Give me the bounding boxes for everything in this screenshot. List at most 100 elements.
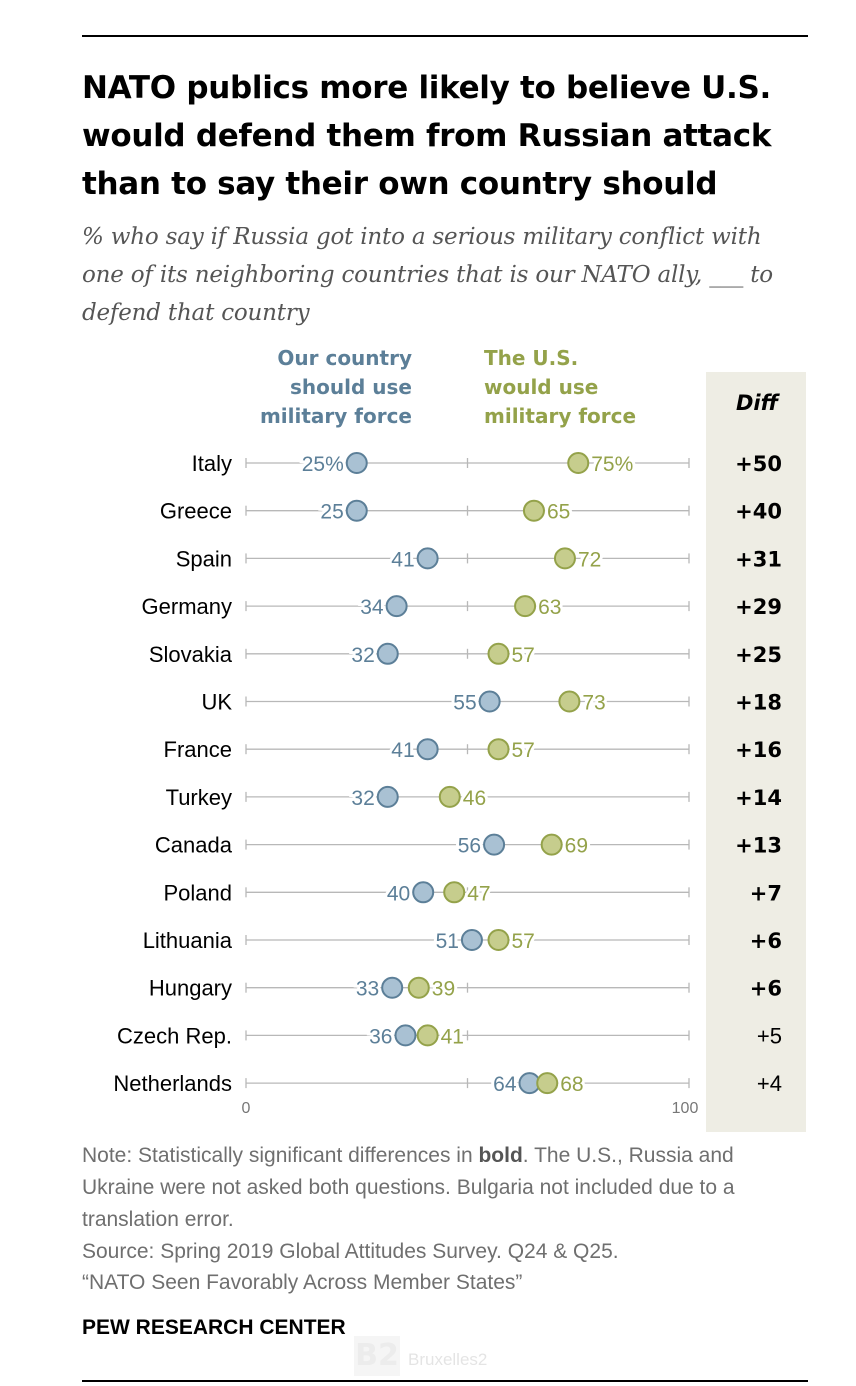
bottom-rule xyxy=(82,1380,808,1382)
diff-value: +6 xyxy=(750,929,782,953)
diff-value: +18 xyxy=(735,691,782,715)
us-dot xyxy=(558,690,581,713)
own-country-value-label: 41 xyxy=(391,739,414,762)
own-country-dot xyxy=(460,929,483,951)
country-label: Lithuania xyxy=(143,928,233,953)
own-country-value-label: 32 xyxy=(351,644,374,667)
us-dot xyxy=(487,642,510,665)
us-value-label: 57 xyxy=(512,644,535,667)
own-country-value-label: 64 xyxy=(493,1073,517,1096)
chart-source: Source: Spring 2019 Global Attitudes Sur… xyxy=(82,1240,619,1263)
diff-value: +14 xyxy=(735,786,782,810)
dot-plot: Diff Our country should use military force T… xyxy=(113,346,806,1132)
legend-own-country-line: Our country xyxy=(277,346,412,370)
country-label: Germany xyxy=(142,594,232,619)
us-value-label: 68 xyxy=(560,1073,583,1096)
country-label: Czech Rep. xyxy=(117,1023,232,1048)
own-country-value-label: 41 xyxy=(391,548,414,571)
us-value-label: 75% xyxy=(591,453,633,476)
legend-us-line: military force xyxy=(484,404,636,428)
own-country-value-label: 55 xyxy=(453,692,476,715)
own-country-dot xyxy=(416,738,439,761)
diff-value: +29 xyxy=(735,595,782,619)
own-country-value-label: 34 xyxy=(360,596,384,619)
own-country-dot xyxy=(394,1024,417,1047)
country-label: Turkey xyxy=(166,785,232,810)
x-tick-label-0: 0 xyxy=(242,1100,251,1117)
note-text: Note: Statistically significant differen… xyxy=(82,1144,479,1167)
legend-us-line: The U.S. xyxy=(484,346,578,370)
us-dot xyxy=(536,1072,559,1095)
us-dot xyxy=(522,499,545,522)
diff-value: +13 xyxy=(735,834,782,858)
us-value-label: 73 xyxy=(582,692,605,715)
own-country-dot xyxy=(381,976,404,999)
us-value-label: 69 xyxy=(565,835,588,858)
us-value-label: 41 xyxy=(441,1025,464,1048)
watermark-logo: B2 Bruxelles2 xyxy=(350,1334,508,1380)
own-country-value-label: 51 xyxy=(436,930,459,953)
us-dot xyxy=(416,1024,439,1047)
diff-value: +7 xyxy=(750,881,782,905)
own-country-value-label: 32 xyxy=(351,787,374,810)
legend-own-country-line: should use xyxy=(290,375,412,399)
diff-value: +6 xyxy=(750,977,782,1001)
chart-subtitle: % who say if Russia got into a serious m… xyxy=(82,224,773,326)
x-tick-label-100: 100 xyxy=(672,1100,699,1117)
us-value-label: 65 xyxy=(547,501,570,524)
own-country-dot xyxy=(376,642,399,665)
diff-value: +25 xyxy=(735,643,782,667)
report-title: “NATO Seen Favorably Across Member State… xyxy=(82,1271,523,1294)
country-label: Canada xyxy=(155,833,233,858)
diff-value: +40 xyxy=(735,500,782,524)
us-dot xyxy=(487,929,510,951)
us-value-label: 47 xyxy=(467,882,490,905)
diff-value: +50 xyxy=(735,452,782,476)
own-country-value-label: 25 xyxy=(320,501,343,524)
own-country-value-label: 56 xyxy=(458,835,481,858)
own-country-value-label: 40 xyxy=(387,882,410,905)
us-dot xyxy=(443,881,466,904)
us-value-label: 39 xyxy=(432,978,455,1001)
legend-own-country-line: military force xyxy=(260,404,412,428)
us-dot xyxy=(540,833,563,856)
us-value-label: 57 xyxy=(512,930,535,953)
own-country-value-label: 33 xyxy=(356,978,379,1001)
organization-name: PEW RESEARCH CENTER xyxy=(82,1316,346,1339)
us-value-label: 63 xyxy=(538,596,561,619)
watermark-mark: B2 xyxy=(354,1336,400,1376)
note-text-end: . The U.S., Russia and Ukraine were not … xyxy=(82,1144,735,1231)
watermark-brand: Bruxelles2 xyxy=(408,1350,488,1369)
chart-title: NATO publics more likely to believe U.S.… xyxy=(82,70,772,202)
country-label: Hungary xyxy=(149,976,232,1001)
us-value-label: 46 xyxy=(463,787,486,810)
country-label: Slovakia xyxy=(149,642,233,667)
us-dot xyxy=(487,738,510,761)
own-country-dot xyxy=(478,690,501,713)
diff-panel xyxy=(706,372,806,1132)
diff-value: +4 xyxy=(757,1071,782,1096)
country-label: Italy xyxy=(192,451,232,476)
own-country-value-label: 36 xyxy=(369,1025,392,1048)
own-country-dot xyxy=(483,833,506,856)
own-country-value-label: 25% xyxy=(302,453,344,476)
own-country-dot xyxy=(416,547,439,570)
country-label: Poland xyxy=(163,880,232,905)
us-value-label: 72 xyxy=(578,548,601,571)
diff-header: Diff xyxy=(736,391,781,415)
legend-us-line: would use xyxy=(484,375,598,399)
country-label: France xyxy=(164,737,232,762)
own-country-dot xyxy=(412,881,435,904)
country-label: Spain xyxy=(176,546,232,571)
us-dot xyxy=(407,976,430,999)
top-rule xyxy=(82,35,808,37)
diff-value: +5 xyxy=(757,1023,782,1048)
own-country-dot xyxy=(376,785,399,808)
note-bold: bold xyxy=(478,1144,523,1167)
country-label: Greece xyxy=(160,499,232,524)
own-country-dot xyxy=(345,452,368,474)
country-label: Netherlands xyxy=(113,1071,232,1096)
us-dot xyxy=(438,785,461,808)
diff-value: +16 xyxy=(735,738,782,762)
us-dot xyxy=(553,547,576,570)
